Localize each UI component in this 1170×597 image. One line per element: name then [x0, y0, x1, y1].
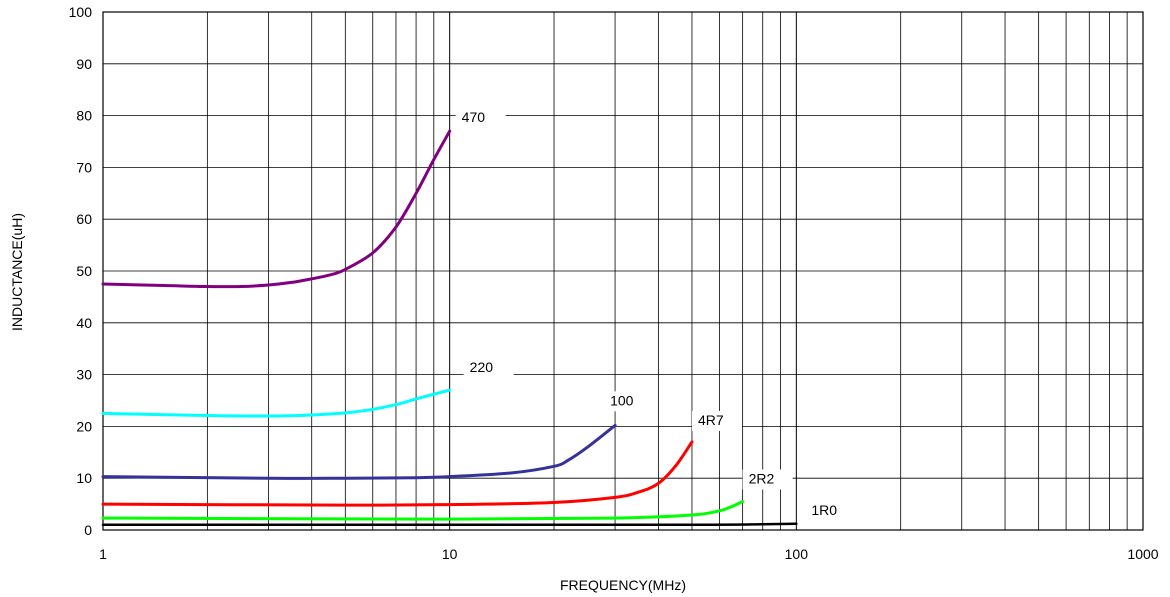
series-line-2r2 [101, 500, 745, 521]
series-line-100 [101, 423, 617, 480]
x-tick-label: 1000 [1127, 546, 1158, 562]
series-label-4r7: 4R7 [698, 412, 724, 428]
y-tick-label: 30 [76, 367, 92, 383]
y-tick-label: 70 [76, 159, 92, 175]
y-tick-label: 0 [84, 522, 92, 538]
x-tick-label: 100 [785, 546, 809, 562]
series-label-470: 470 [462, 109, 486, 125]
series-line-1r0 [101, 522, 798, 527]
series-label-1r0: 1R0 [811, 502, 837, 518]
y-tick-label: 10 [76, 470, 92, 486]
series-line-470 [101, 129, 452, 289]
series-label-bg [805, 500, 856, 521]
series-label-bg [463, 358, 514, 379]
tick-labels: 1 10 100 1000 0 10 20 30 40 50 60 70 80 90 100 [69, 4, 1159, 562]
series-line-4r7 [101, 440, 694, 507]
x-tick-label: 1 [99, 546, 107, 562]
series-label-bg [742, 469, 793, 490]
series-label-220: 220 [470, 359, 494, 375]
y-tick-label: 90 [76, 56, 92, 72]
x-axis-title: FREQUENCY(MHz) [560, 577, 686, 593]
series-lines [101, 129, 798, 527]
grid [102, 11, 1144, 531]
series-line-220 [101, 388, 452, 418]
series-label-100: 100 [610, 392, 634, 408]
y-tick-label: 80 [76, 108, 92, 124]
plot-frame [102, 11, 1144, 531]
series-label-bg [455, 108, 506, 129]
series-labels: 470 220 100 4R7 2R2 1R0 [455, 108, 856, 521]
series-label-bg [604, 391, 655, 412]
y-axis-title: INDUCTANCE(uH) [9, 213, 25, 331]
series-label-bg [691, 410, 742, 431]
x-tick-label: 10 [442, 546, 458, 562]
series-label-2r2: 2R2 [749, 471, 775, 487]
y-tick-label: 40 [76, 315, 92, 331]
y-tick-label: 60 [76, 211, 92, 227]
y-tick-label: 20 [76, 418, 92, 434]
y-tick-label: 100 [69, 4, 93, 20]
y-tick-label: 50 [76, 263, 92, 279]
